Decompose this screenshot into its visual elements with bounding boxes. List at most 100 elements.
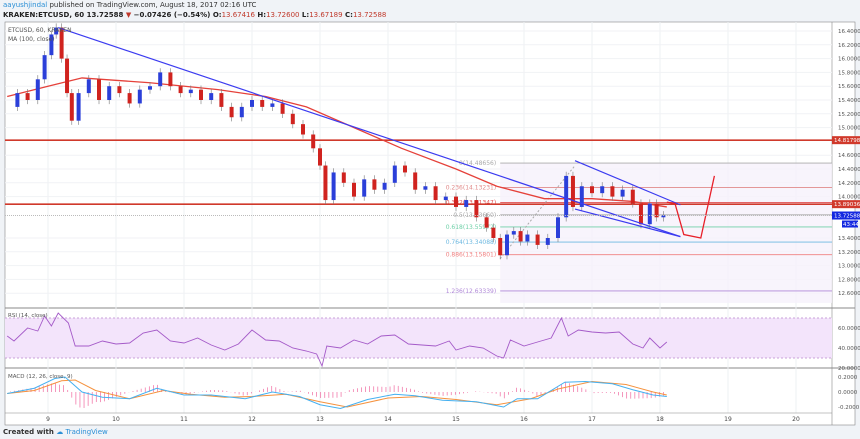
candle-up	[188, 89, 193, 94]
fib-level-label: 0.236(14.13231)	[446, 184, 497, 191]
candle-down	[654, 203, 659, 218]
candle-up	[525, 234, 530, 242]
candle-down	[199, 89, 203, 100]
candle-down	[219, 93, 224, 107]
macd-tick-label: 0.2000	[838, 375, 858, 381]
x-tick-label: 14	[384, 416, 392, 423]
candle-down	[97, 79, 101, 100]
price-tick-label: 15.00000	[838, 126, 860, 132]
candle-down	[311, 134, 316, 149]
candle-down	[474, 200, 479, 218]
rsi-legend: RSI (14, close)	[8, 313, 48, 319]
candle-up	[158, 72, 163, 87]
candle-down	[117, 86, 122, 94]
rsi-tick-label: 60.0000	[838, 326, 860, 332]
candle-down	[341, 172, 346, 183]
candle-up	[661, 215, 666, 218]
price-tick-label: 14.00000	[838, 195, 860, 201]
fib-level-label: 0(14.48656)	[459, 160, 496, 167]
rsi-band	[5, 318, 832, 358]
candle-down	[433, 186, 438, 201]
candle-down	[69, 93, 74, 121]
publish-text: published on TradingView.com, August 18,…	[49, 1, 257, 9]
low-value: 13.67189	[309, 11, 343, 19]
x-tick-label: 11	[180, 416, 188, 423]
candle-up	[42, 55, 47, 80]
candle-down	[168, 72, 173, 87]
price-tick-label: 13.40000	[838, 236, 860, 242]
candle-up	[392, 165, 397, 183]
candle-down	[290, 113, 295, 125]
close-value: 13.72588	[352, 11, 387, 19]
candle-down	[454, 196, 458, 207]
candle-down	[229, 106, 234, 118]
created-with: Created with	[3, 428, 54, 436]
author-link[interactable]: aayushjindal	[3, 1, 48, 9]
candle-up	[579, 186, 584, 207]
candle-down	[590, 186, 594, 194]
x-tick-label: 10	[112, 416, 120, 423]
forecast-path	[666, 175, 716, 239]
ma-legend: MA (100, close)	[8, 36, 55, 43]
candle-down	[630, 189, 635, 204]
x-tick-label: 18	[656, 416, 664, 423]
current-price-badge	[832, 211, 860, 220]
candle-down	[638, 203, 643, 225]
candle-down	[610, 186, 615, 197]
price-tick-label: 16.00000	[838, 57, 860, 63]
trendline	[58, 26, 681, 238]
candle-up	[15, 93, 20, 107]
macd-line	[7, 376, 667, 410]
price-tick-label: 16.40000	[838, 29, 860, 35]
brand-name: TradingView	[65, 428, 108, 436]
candle-down	[280, 103, 285, 114]
rsi-tick-label: 20.0000	[838, 366, 860, 372]
macd-signal-line	[7, 379, 667, 408]
candle-up	[49, 34, 54, 56]
candle-up	[209, 93, 214, 100]
candle-up	[443, 196, 448, 201]
h-label: H:	[257, 11, 267, 19]
candle-down	[323, 165, 328, 201]
rsi-tick-label: 40.0000	[838, 346, 860, 352]
price-badge	[832, 136, 860, 145]
fib-level-label: 0.764(13.34088)	[446, 239, 497, 246]
trendline	[574, 208, 681, 238]
x-tick-label: 17	[588, 416, 596, 423]
candle-up	[239, 106, 244, 118]
candle-down	[352, 182, 356, 197]
current-price-label: 13.72588	[834, 214, 860, 220]
candle-up	[250, 100, 254, 107]
symbol: KRAKEN:ETCUSD, 60	[3, 11, 85, 19]
candle-up	[86, 79, 91, 94]
candle-down	[178, 86, 183, 94]
candle-up	[564, 175, 569, 218]
macd-tick-label: -0.2000	[838, 405, 860, 411]
candle-up	[423, 186, 428, 190]
candle-down	[127, 93, 132, 104]
candle-up	[647, 203, 652, 225]
candle-up	[505, 234, 509, 256]
candle-up	[35, 79, 40, 100]
l-label: L:	[301, 11, 310, 19]
candle-up	[545, 238, 550, 245]
candle-up	[620, 189, 625, 197]
candle-up	[600, 186, 605, 194]
candle-up	[270, 103, 275, 107]
main-legend: ETCUSD, 60, KRAKEN	[8, 27, 72, 34]
candle-up	[137, 89, 142, 104]
fib-level-label: 0.618(13.55972)	[446, 224, 497, 231]
candle-up	[511, 231, 516, 235]
candle-up	[556, 217, 560, 238]
down-arrow-icon: ▼	[125, 11, 132, 19]
price-tick-label: 14.40000	[838, 167, 860, 173]
tradingview-logo[interactable]: ☁ TradingView	[56, 428, 108, 436]
candle-down	[403, 165, 407, 173]
